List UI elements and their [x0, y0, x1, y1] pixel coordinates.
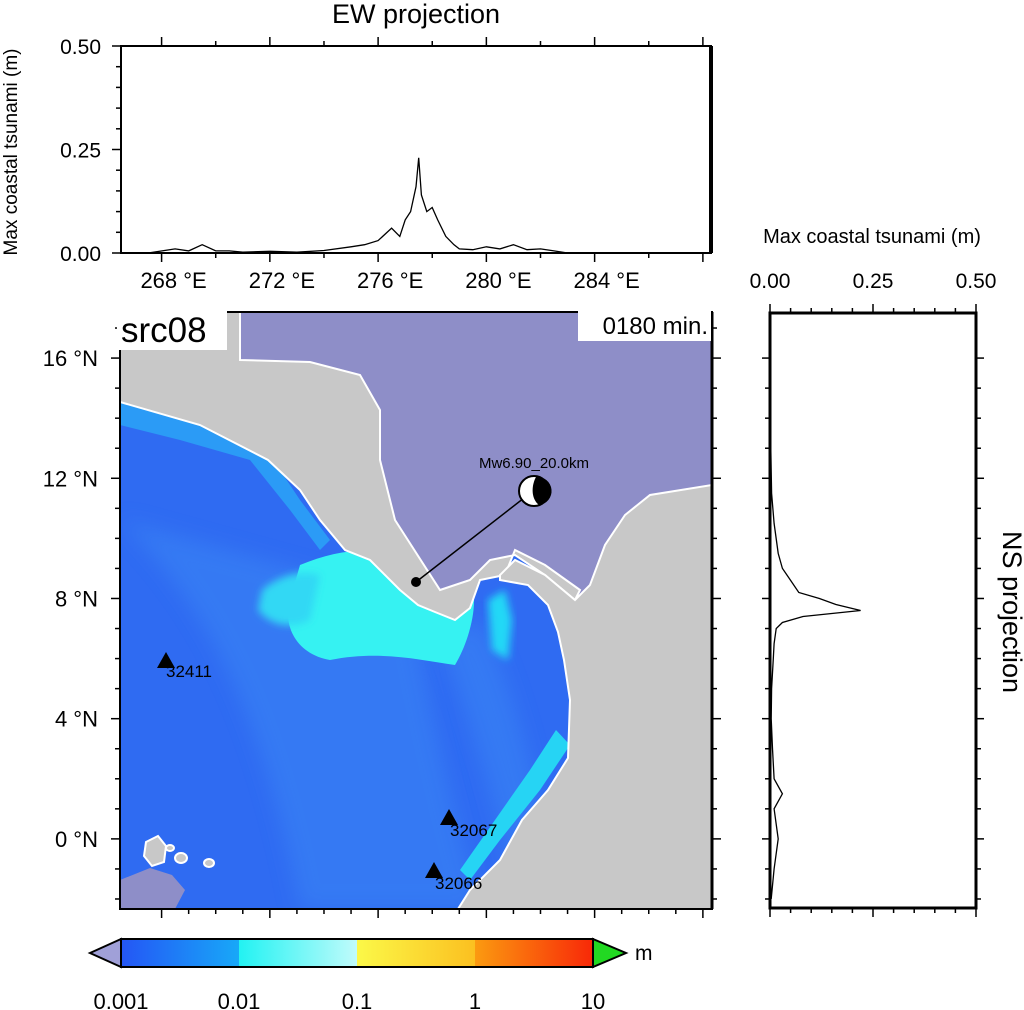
station-label: 32066: [435, 874, 482, 893]
coastal-cyan-band: [460, 730, 570, 880]
land-south-america: [456, 483, 712, 909]
epicenter-leader-line: [415, 490, 534, 583]
time-label: 0180 min.: [603, 313, 708, 340]
lat-tick-label: 16 °N: [43, 346, 98, 371]
ew-x-tick-label: 268 °E: [140, 268, 206, 293]
ew-y-tick-label: 0.25: [60, 140, 101, 163]
epicenter-marker: [411, 577, 421, 587]
station-32067: 32067: [440, 809, 497, 840]
ns-x-tick-label: 0.50: [956, 270, 997, 293]
ns-projection-panel: Max coastal tsunami (m) 0.00 0.25 0.50 NS …: [750, 226, 1024, 917]
station-triangle-icon: [440, 809, 458, 825]
station-triangle-icon: [425, 862, 443, 878]
colorbar-tick-label: 10: [581, 989, 605, 1010]
latitude-tick-labels: 16 °N 12 °N 8 °N 4 °N 0 °N: [43, 346, 98, 852]
ns-x-tick-labels: 0.00 0.25 0.50: [750, 270, 997, 293]
ns-panel-title: NS projection: [997, 531, 1024, 693]
colorbar-segment: [475, 939, 593, 967]
lat-tick-label: 0 °N: [55, 827, 98, 852]
colorbar-tick-label: 0.001: [93, 989, 148, 1010]
colorbar-tick-label: 0.1: [342, 989, 373, 1010]
ew-axis-ticks: [112, 37, 704, 262]
station-32066: 32066: [425, 862, 482, 893]
coastal-cyan-band: [120, 400, 330, 550]
land-central-america: [120, 312, 582, 622]
source-label: src08: [121, 311, 207, 350]
inland-mask: [240, 312, 712, 600]
colorbar: m 0.001 0.01 0.1 1 10: [87, 937, 653, 1010]
ns-axis-ticks: [762, 304, 984, 917]
ns-series-line: [770, 388, 861, 900]
colorbar-under-triangle: [87, 937, 122, 969]
ew-plot-frame: [120, 45, 712, 254]
ew-x-tick-label: 276 °E: [357, 268, 423, 293]
ew-y-tick-labels: 0.00 0.25 0.50: [60, 36, 101, 266]
ew-panel-ylabel: Max coastal tsunami (m): [1, 49, 22, 256]
event-label: Mw6.90_20.0km: [479, 455, 589, 472]
colorbar-tick-labels: 0.001 0.01 0.1 1 10: [93, 989, 605, 1010]
ns-x-tick-label: 0.00: [750, 270, 791, 293]
station-label: 32067: [450, 821, 497, 840]
ns-panel-xlabel: Max coastal tsunami (m): [763, 226, 981, 248]
ew-series-line: [148, 157, 568, 253]
station-label: 32411: [166, 662, 212, 681]
ns-x-tick-label: 0.25: [853, 270, 894, 293]
ew-y-tick-label: 0.00: [60, 243, 101, 266]
map-axis-ticks: [111, 327, 721, 918]
focal-mechanism-beachball: [518, 475, 552, 507]
colorbar-segment: [121, 939, 239, 967]
ns-plot-frame: [768, 311, 978, 910]
time-label-bg: [578, 311, 711, 341]
ew-x-tick-label: 284 °E: [573, 268, 639, 293]
lat-tick-label: 8 °N: [55, 586, 98, 611]
source-label-bg: [117, 310, 227, 350]
galapagos-islands: [142, 834, 215, 868]
ew-projection-panel: EW projection Max coastal tsunami (m) 0.…: [1, 0, 713, 293]
lat-tick-label: 12 °N: [43, 466, 98, 491]
colorbar-segment: [357, 939, 475, 967]
ew-x-tick-label: 280 °E: [465, 268, 531, 293]
ew-x-tick-labels: 268 °E 272 °E 276 °E 280 °E 284 °E: [140, 268, 639, 293]
wave-front-cyan: [258, 573, 320, 626]
lat-tick-label: 4 °N: [55, 707, 98, 732]
ew-panel-title: EW projection: [332, 0, 500, 29]
ew-y-tick-label: 0.50: [60, 36, 101, 59]
galapagos-mask: [120, 868, 185, 909]
station-triangle-icon: [157, 652, 175, 668]
colorbar-over-triangle: [592, 937, 629, 969]
colorbar-unit: m: [635, 942, 653, 965]
map-panel: 16 °N 12 °N 8 °N 4 °N 0 °N src08 0180 min. M…: [43, 310, 721, 918]
coastal-cyan-band: [488, 590, 512, 660]
colorbar-segment: [239, 939, 357, 967]
station-32411: 32411: [157, 652, 212, 681]
colorbar-tick-label: 1: [469, 989, 481, 1010]
colorbar-tick-label: 0.01: [218, 989, 261, 1010]
ew-x-tick-label: 272 °E: [249, 268, 315, 293]
